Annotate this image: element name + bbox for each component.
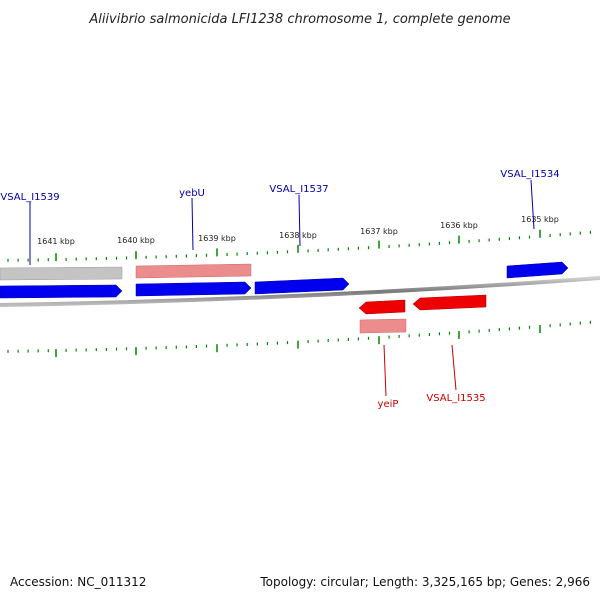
accession-text: Accession: NC_011312	[10, 575, 146, 589]
tick-label-1636: 1636 kbp	[440, 221, 478, 230]
label-leader-vsal-i1537	[298, 194, 301, 247]
label-leader-yeip	[383, 344, 387, 397]
forward-gene-labels: VSAL_I1539 yebU VSAL_I1537 VSAL_I1534	[0, 169, 560, 265]
gene-arrow-vsal-i1539[interactable]	[0, 284, 123, 299]
gene-arrow-vsal-i1537[interactable]	[254, 277, 350, 295]
reverse-cds-feature-bar[interactable]	[359, 318, 407, 334]
gene-arrow-yeip[interactable]	[358, 299, 406, 315]
pseudo-feature-bar[interactable]	[0, 266, 123, 281]
tick-label-1641: 1641 kbp	[37, 237, 75, 246]
gene-label-vsal-i1537[interactable]: VSAL_I1537	[269, 184, 328, 195]
tick-label-1639: 1639 kbp	[198, 234, 236, 243]
gene-label-vsal-i1539[interactable]: VSAL_I1539	[0, 192, 59, 203]
gene-label-vsal-i1534[interactable]: VSAL_I1534	[500, 169, 559, 180]
gene-arrow-vsal-i1534[interactable]	[506, 261, 569, 279]
tick-labels: 1641 kbp 1640 kbp 1639 kbp 1638 kbp 1637…	[37, 215, 559, 246]
gene-arrow-vsal-i1535[interactable]	[412, 294, 487, 311]
tick-label-1637: 1637 kbp	[360, 227, 398, 236]
inner-tick-ring	[7, 320, 592, 358]
gene-label-vsal-i1535[interactable]: VSAL_I1535	[426, 393, 485, 404]
reverse-gene-labels: yeiP VSAL_I1535	[378, 344, 486, 410]
outer-tick-ring	[7, 229, 592, 262]
label-leader-vsal-i1534	[530, 179, 535, 230]
label-leader-vsal-i1535	[451, 344, 457, 391]
gene-label-yeip[interactable]: yeiP	[378, 399, 399, 410]
genome-summary-text: Topology: circular; Length: 3,325,165 bp…	[259, 575, 590, 589]
cds-feature-bar[interactable]	[135, 263, 252, 279]
chromosome-backbone	[0, 276, 600, 307]
tick-label-1638: 1638 kbp	[279, 231, 317, 240]
map-title: Aliivibrio salmonicida LFI1238 chromosom…	[88, 12, 510, 27]
tick-label-1635: 1635 kbp	[521, 215, 559, 224]
label-leader-yebu	[191, 197, 194, 251]
gene-arrow-yebu[interactable]	[135, 281, 252, 297]
gene-label-yebu[interactable]: yebU	[179, 188, 205, 199]
tick-label-1640: 1640 kbp	[117, 236, 155, 245]
